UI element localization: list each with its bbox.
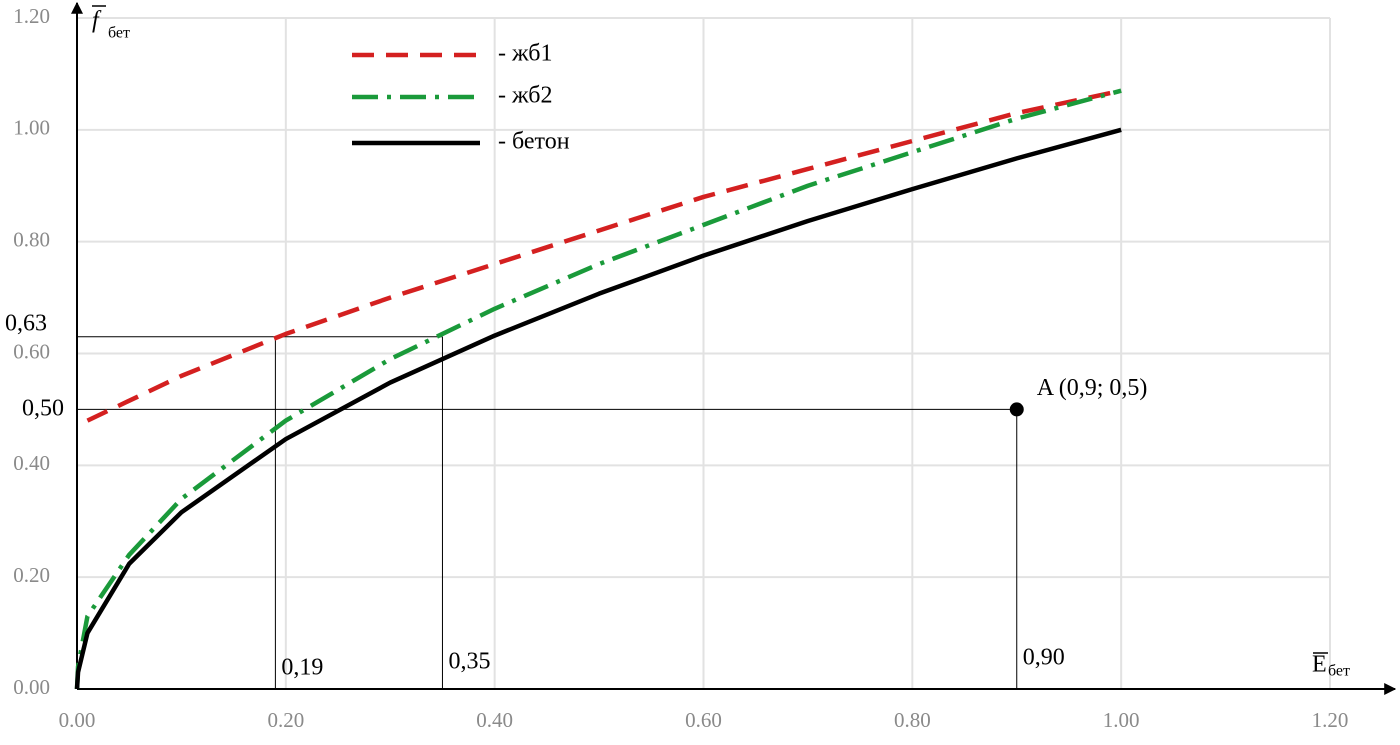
- annotations: 0,19 0,63 0,35 0,90 0,50 A (0,9; 0,5): [5, 311, 1147, 681]
- guides: [77, 336, 1018, 689]
- x-tick-label: 0.00: [59, 708, 96, 732]
- legend-label: - жб1: [498, 41, 552, 67]
- y-tick-label: 0.60: [13, 339, 50, 363]
- point-label: A (0,9; 0,5): [1037, 375, 1148, 401]
- y-tick-label: 0.80: [13, 227, 50, 251]
- grid: 0.00 0.20 0.40 0.60 0.80 1.00 1.20 0.00 0.20 0.40…: [13, 4, 1348, 732]
- guide-x-label: 0,19: [281, 655, 323, 681]
- x-tick-label: 0.20: [267, 708, 304, 732]
- guide-y-label: 0,63: [5, 311, 47, 337]
- series-line: [86, 88, 1122, 423]
- legend-label: - бетон: [498, 129, 570, 155]
- y-tick-label: 0.20: [13, 563, 50, 587]
- x-label-sub: бет: [1328, 663, 1350, 680]
- y-label-sub: бет: [108, 25, 130, 42]
- x-tick-label: 0.40: [476, 708, 513, 732]
- y-tick-label: 1.00: [13, 116, 50, 140]
- lines: [74, 88, 1122, 690]
- guide-x-label: 0,90: [1023, 645, 1065, 671]
- x-label: E: [1312, 652, 1327, 678]
- legend-label: - жб2: [498, 83, 552, 109]
- y-tick-label: 1.20: [13, 4, 50, 28]
- guide-x-label: 0,35: [448, 649, 490, 675]
- x-tick-label: 1.00: [1103, 708, 1140, 732]
- x-tick-label: 1.20: [1312, 708, 1349, 732]
- y-tick-label: 0.40: [13, 451, 50, 475]
- series-line: [74, 127, 1122, 690]
- point-marker: [1009, 402, 1024, 417]
- guide-y-label: 0,50: [22, 396, 64, 422]
- x-tick-label: 0.60: [685, 708, 722, 732]
- legend: - жб1 - жб2 - бетон: [352, 41, 570, 155]
- y-tick-label: 0.00: [13, 675, 50, 699]
- x-tick-label: 0.80: [894, 708, 931, 732]
- y-label: f: [92, 8, 102, 34]
- series-line: [74, 88, 1122, 690]
